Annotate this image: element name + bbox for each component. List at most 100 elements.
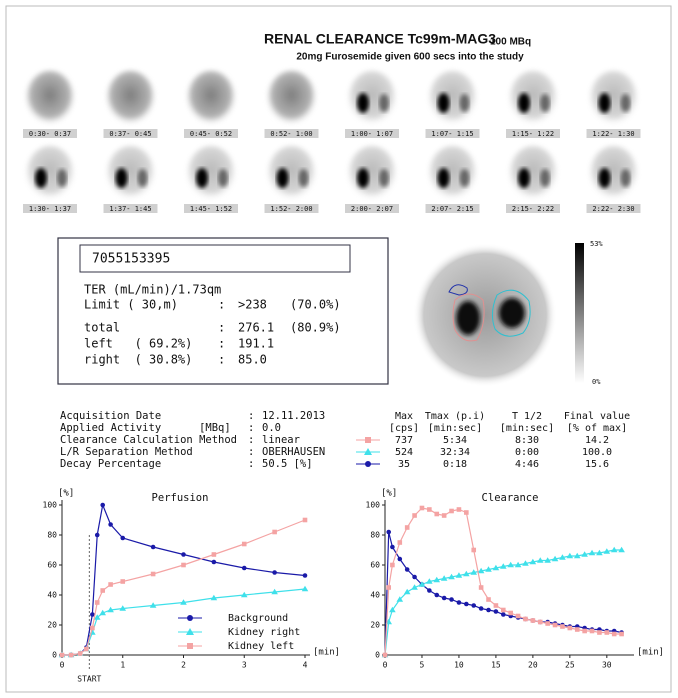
title: RENAL CLEARANCE Tc99m-MAG3 bbox=[264, 31, 496, 47]
frame-label: 1:52- 2:00 bbox=[270, 205, 312, 213]
marker bbox=[420, 506, 425, 511]
marker bbox=[605, 630, 610, 635]
acquisition-cell: OBERHAUSEN bbox=[262, 446, 325, 458]
scan-frame: 0:37- 0:45 bbox=[104, 70, 158, 138]
body-image bbox=[25, 70, 75, 126]
acquisition-cell: Clearance Calculation Method bbox=[60, 434, 237, 446]
marker bbox=[412, 575, 417, 580]
result-cell: (70.0%) bbox=[290, 298, 341, 312]
body-image bbox=[428, 145, 478, 201]
summary-cell: 32:34 bbox=[440, 447, 470, 458]
marker bbox=[90, 626, 95, 631]
kidney-left bbox=[35, 168, 47, 188]
acquisition-cell: : bbox=[248, 422, 254, 434]
x-tick-label: 30 bbox=[602, 661, 612, 670]
summary-cell: 5:34 bbox=[443, 435, 467, 446]
marker bbox=[108, 522, 113, 527]
x-tick-label: 0 bbox=[383, 661, 388, 670]
y-tick-label: 100 bbox=[43, 501, 58, 510]
marker bbox=[442, 596, 447, 601]
kidney-right bbox=[540, 169, 550, 187]
kidney-left bbox=[438, 93, 450, 113]
marker bbox=[302, 586, 309, 592]
result-cell: (80.9%) bbox=[290, 321, 341, 335]
x-axis-label: [min] bbox=[637, 648, 664, 658]
result-cell: 276.1 bbox=[238, 321, 274, 335]
kidney-left bbox=[518, 168, 530, 188]
marker bbox=[108, 582, 113, 587]
kidney-left bbox=[196, 168, 208, 188]
marker bbox=[365, 437, 371, 443]
x-tick-label: 1 bbox=[120, 661, 125, 670]
frame-label: 1:07- 1:15 bbox=[431, 130, 473, 138]
x-tick-label: 20 bbox=[528, 661, 538, 670]
frame-label: 2:22- 2:30 bbox=[592, 205, 634, 213]
marker bbox=[212, 552, 217, 557]
marker bbox=[272, 570, 277, 575]
body-image bbox=[428, 70, 478, 126]
marker bbox=[464, 602, 469, 607]
marker bbox=[464, 510, 469, 515]
kidney-right bbox=[138, 169, 148, 187]
scan-frame: 0:30- 0:37 bbox=[23, 70, 77, 138]
kidney-left bbox=[599, 93, 611, 113]
marker bbox=[404, 589, 411, 595]
x-tick-label: 4 bbox=[303, 661, 308, 670]
marker bbox=[508, 611, 513, 616]
acquisition-cell: 50.5 [%] bbox=[262, 458, 313, 470]
marker bbox=[553, 623, 558, 628]
summary-header: Tmax (p.i) bbox=[425, 411, 485, 422]
marker bbox=[612, 632, 617, 637]
body-image bbox=[508, 70, 558, 126]
patient-id: 7055153395 bbox=[92, 252, 170, 267]
body-image bbox=[25, 145, 75, 201]
result-cell: : bbox=[218, 298, 225, 312]
y-tick-label: 0 bbox=[52, 651, 57, 660]
marker bbox=[303, 573, 308, 578]
marker bbox=[242, 566, 247, 571]
kidney-left bbox=[438, 168, 450, 188]
marker bbox=[597, 630, 602, 635]
legend-label: Kidney right bbox=[228, 627, 300, 638]
kidney-right bbox=[621, 94, 631, 112]
legend-label: Background bbox=[228, 613, 288, 624]
summary-cell: 14.2 bbox=[585, 435, 609, 446]
frame-label: 1:30- 1:37 bbox=[29, 205, 71, 213]
x-tick-label: 15 bbox=[491, 661, 501, 670]
marker bbox=[187, 643, 193, 649]
marker bbox=[486, 597, 491, 602]
marker bbox=[100, 503, 105, 508]
marker bbox=[120, 579, 125, 584]
body-image bbox=[589, 70, 639, 126]
frame-label: 2:00- 2:07 bbox=[351, 205, 393, 213]
chart-title: Clearance bbox=[482, 492, 539, 504]
body-image bbox=[186, 70, 236, 126]
colorbar bbox=[575, 243, 584, 383]
marker bbox=[560, 624, 565, 629]
y-tick-label: 60 bbox=[47, 561, 57, 570]
acquisition-cell: linear bbox=[262, 434, 300, 446]
marker bbox=[412, 513, 417, 518]
kidney-left bbox=[116, 168, 128, 188]
y-axis-label: [%] bbox=[381, 489, 397, 499]
kidney-right bbox=[460, 94, 470, 112]
marker bbox=[516, 614, 521, 619]
result-cell: total bbox=[84, 321, 120, 335]
x-tick-label: 2 bbox=[181, 661, 186, 670]
marker bbox=[242, 542, 247, 547]
scan-frame: 1:00- 1:07 bbox=[345, 70, 399, 138]
marker bbox=[590, 629, 595, 634]
result-cell: 85.0 bbox=[238, 353, 267, 367]
frame-label: 1:15- 1:22 bbox=[512, 130, 554, 138]
body-image bbox=[589, 145, 639, 201]
marker bbox=[390, 545, 395, 550]
kidney-right bbox=[57, 169, 67, 187]
marker bbox=[427, 507, 432, 512]
marker bbox=[390, 563, 395, 568]
y-tick-label: 80 bbox=[47, 531, 57, 540]
summary-cell: 100.0 bbox=[582, 447, 612, 458]
scan-frame: 1:45- 1:52 bbox=[184, 145, 238, 213]
kidney-left bbox=[357, 168, 369, 188]
result-cell: 191.1 bbox=[238, 337, 274, 351]
marker bbox=[95, 600, 100, 605]
